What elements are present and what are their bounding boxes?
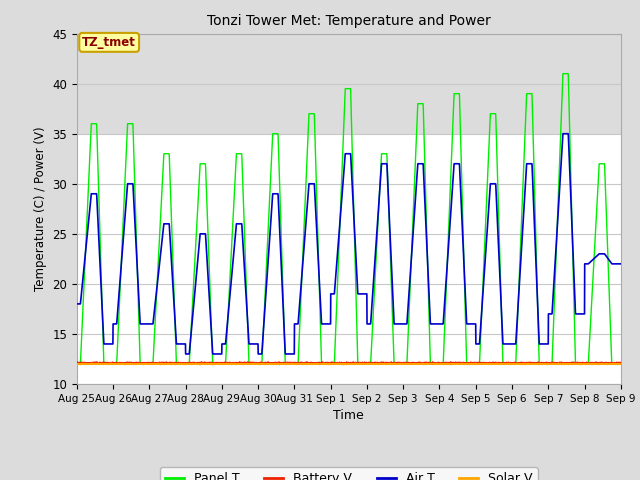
- Panel T: [548, 361, 556, 367]
- Battery V: [264, 359, 272, 365]
- Air T: [135, 296, 143, 301]
- Panel T: [617, 361, 625, 367]
- Air T: [282, 351, 289, 357]
- Battery V: [617, 360, 625, 366]
- Battery V: [439, 361, 447, 367]
- Battery V: [548, 360, 556, 366]
- Line: Battery V: Battery V: [77, 362, 621, 364]
- Battery V: [135, 360, 143, 366]
- Air T: [167, 253, 175, 259]
- Line: Solar V: Solar V: [77, 363, 621, 365]
- Panel T: [73, 361, 81, 367]
- X-axis label: Time: Time: [333, 409, 364, 422]
- Air T: [73, 301, 81, 307]
- Panel T: [135, 317, 143, 323]
- Air T: [548, 311, 556, 317]
- Solar V: [73, 361, 81, 367]
- Line: Panel T: Panel T: [77, 73, 621, 364]
- Panel T: [167, 206, 175, 212]
- Solar V: [135, 361, 143, 367]
- Battery V: [73, 360, 81, 365]
- Air T: [305, 181, 313, 187]
- Panel T: [282, 361, 289, 367]
- Solar V: [607, 361, 614, 367]
- Solar V: [94, 360, 102, 366]
- Battery V: [282, 360, 289, 366]
- Bar: [77, 34, 621, 134]
- Air T: [617, 261, 625, 267]
- Legend: Panel T, Battery V, Air T, Solar V: Panel T, Battery V, Air T, Solar V: [160, 468, 538, 480]
- Solar V: [305, 361, 313, 367]
- Air T: [559, 131, 567, 137]
- Battery V: [305, 360, 313, 366]
- Panel T: [559, 71, 567, 76]
- Battery V: [167, 360, 175, 366]
- Solar V: [617, 361, 625, 367]
- Title: Tonzi Tower Met: Temperature and Power: Tonzi Tower Met: Temperature and Power: [207, 14, 491, 28]
- Battery V: [607, 360, 614, 365]
- Panel T: [305, 111, 313, 117]
- Solar V: [548, 361, 556, 367]
- Solar V: [168, 361, 175, 367]
- Line: Air T: Air T: [77, 134, 621, 354]
- Solar V: [209, 362, 217, 368]
- Text: TZ_tmet: TZ_tmet: [82, 36, 136, 49]
- Y-axis label: Temperature (C) / Power (V): Temperature (C) / Power (V): [34, 127, 47, 291]
- Air T: [182, 351, 189, 357]
- Air T: [607, 259, 614, 265]
- Panel T: [607, 320, 614, 325]
- Solar V: [282, 361, 290, 367]
